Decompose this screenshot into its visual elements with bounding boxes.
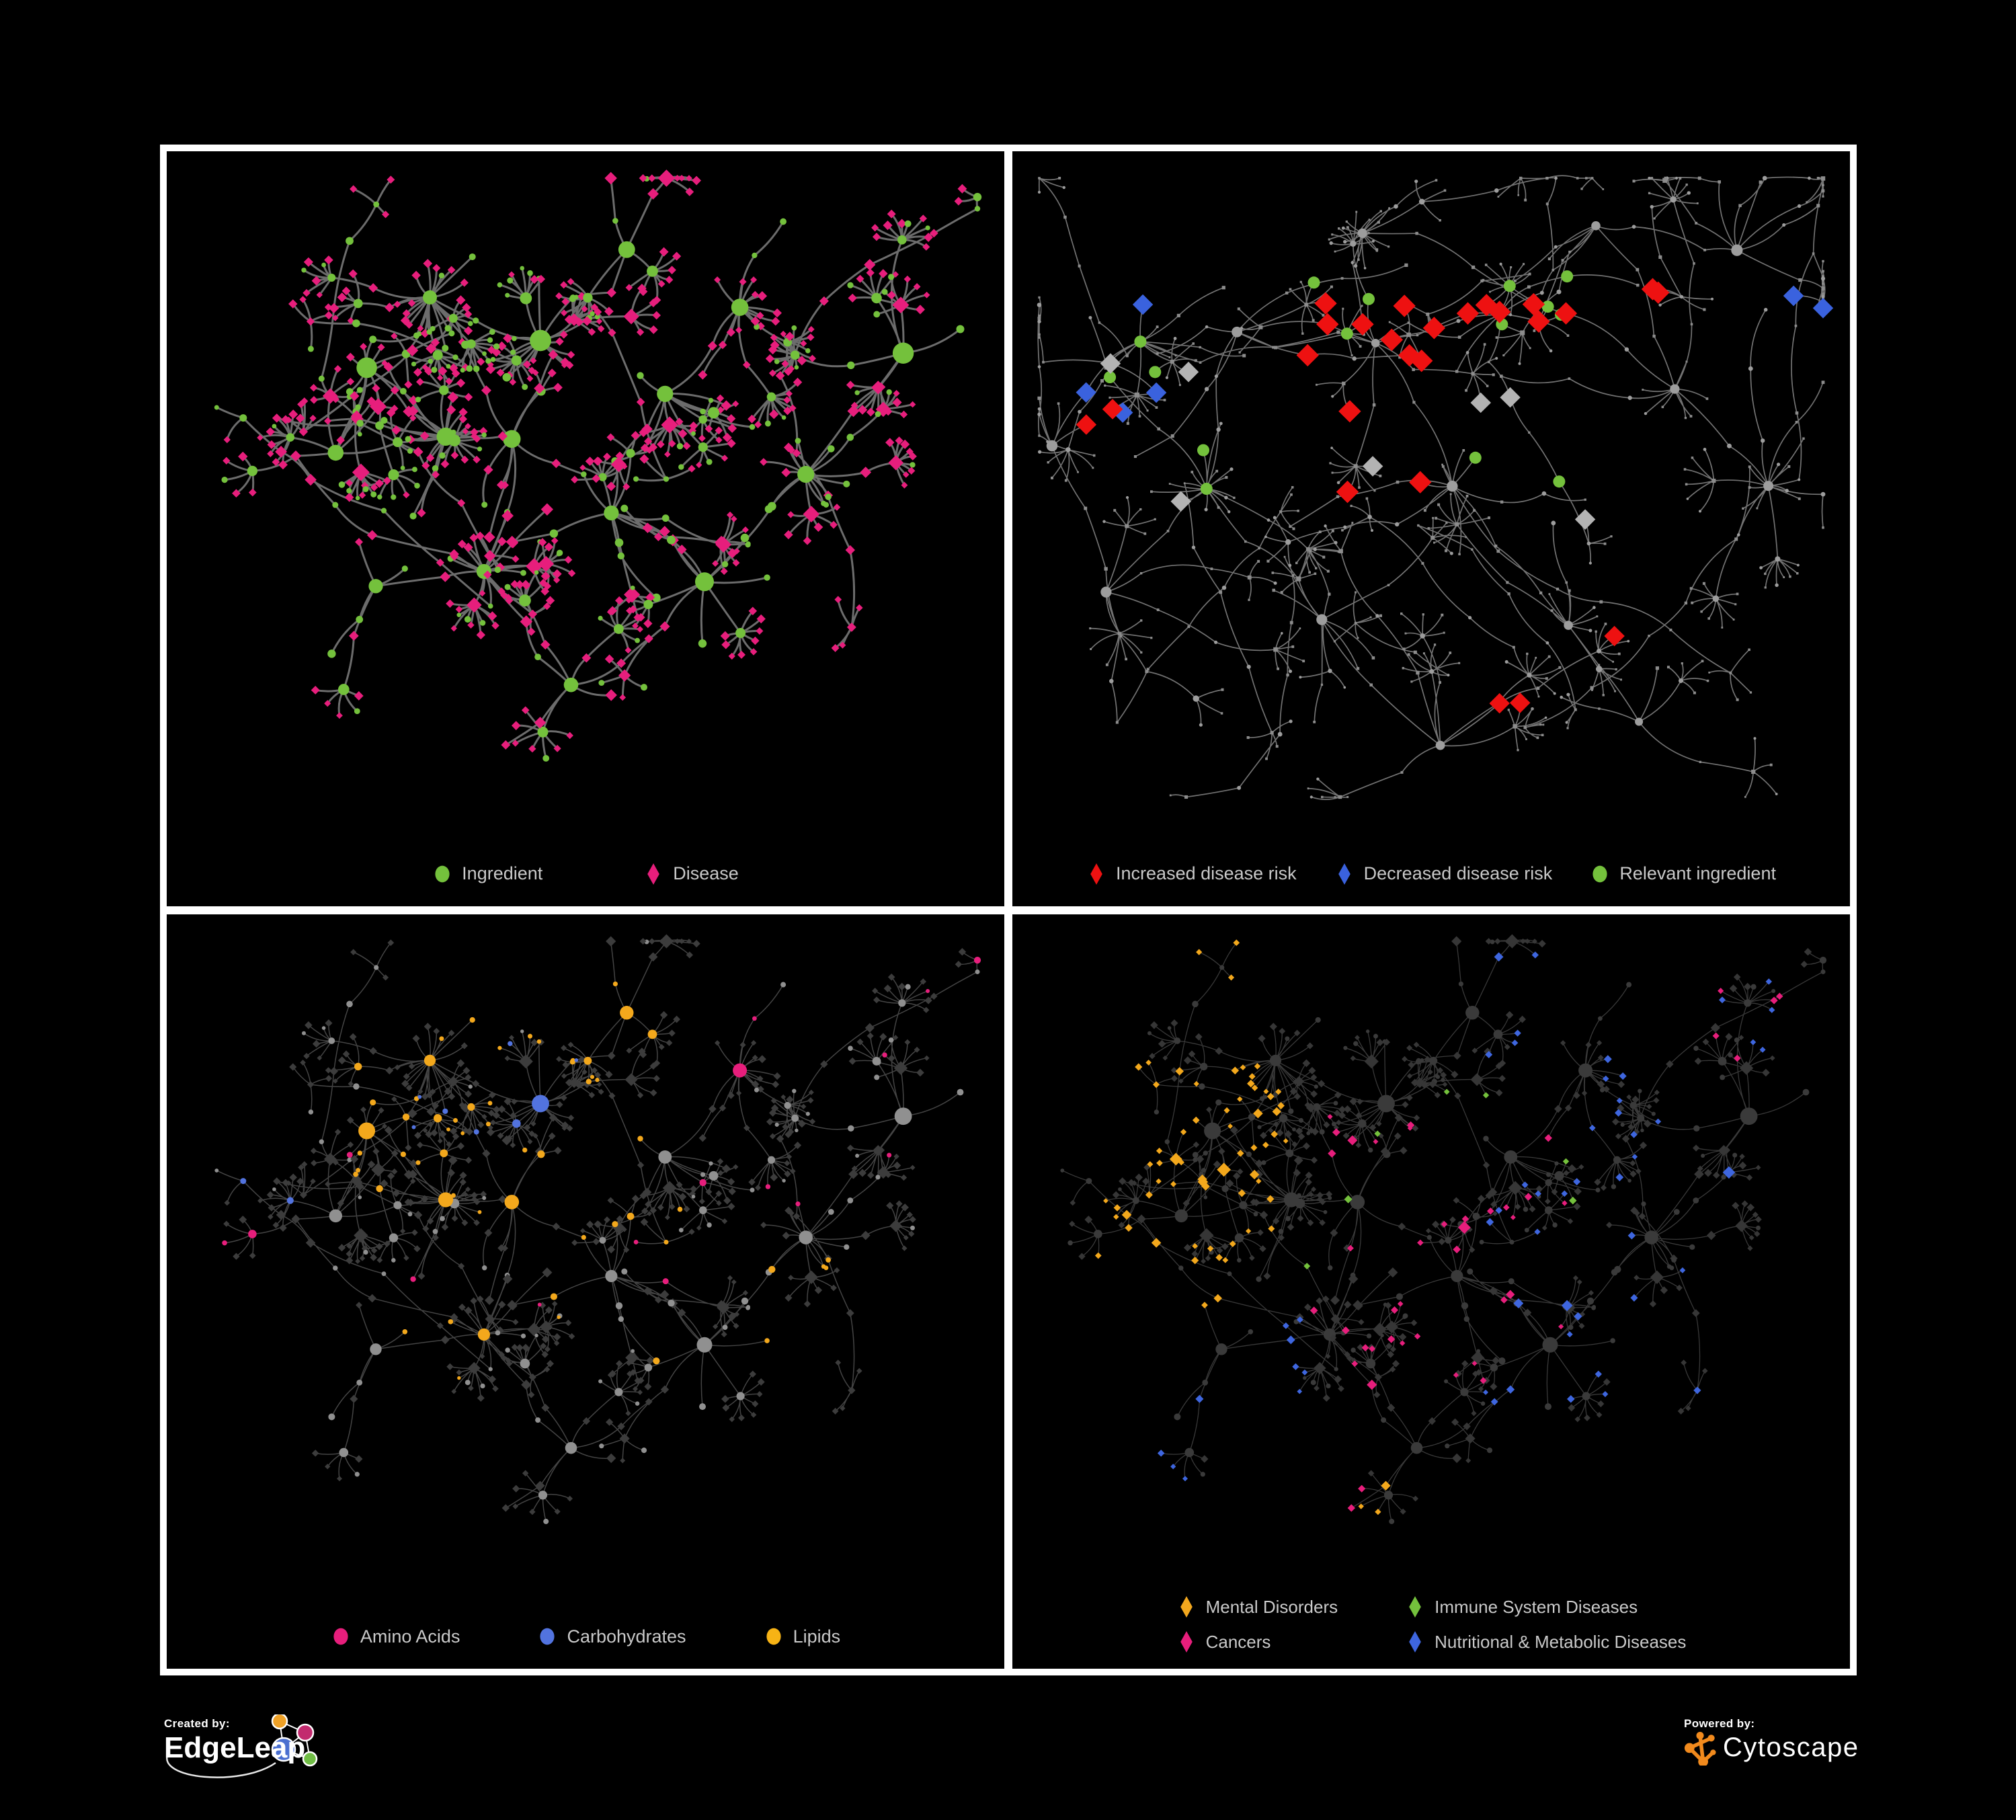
cytoscape-wordmark: Cytoscape xyxy=(1723,1732,1859,1762)
legend-label: Cancers xyxy=(1205,1631,1271,1652)
legend-label: Decreased disease risk xyxy=(1363,863,1553,883)
legend-diamond-marker-icon xyxy=(1180,1596,1193,1618)
legend-item: Amino Acids xyxy=(331,1624,460,1649)
edgeleap-node-blue xyxy=(271,1737,296,1762)
legend-label: Carbohydrates xyxy=(567,1626,686,1647)
legend-label: Mental Disorders xyxy=(1205,1596,1338,1617)
legend-item: Ingredient xyxy=(432,862,542,886)
legend-disease-categories: Mental Disorders Immune System Diseases Ca… xyxy=(1012,1595,1850,1654)
edgeleap-node-magenta xyxy=(296,1723,315,1742)
cytoscape-icon-nodes xyxy=(1684,1731,1716,1766)
legend-label: Increased disease risk xyxy=(1116,863,1297,883)
legend-item: Nutritional & Metabolic Diseases xyxy=(1405,1630,1686,1654)
edgeleap-swoosh xyxy=(166,1753,276,1778)
edgeleap-node-orange xyxy=(271,1714,288,1730)
legend-item: Disease xyxy=(643,862,739,886)
legend-item: Immune System Diseases xyxy=(1405,1595,1686,1619)
legend-ingredient-disease: Ingredient Disease xyxy=(167,862,1004,886)
edgeleap-node-green xyxy=(302,1751,318,1767)
panel-disease-categories: Mental Disorders Immune System Diseases Ca… xyxy=(1012,914,1850,1669)
legend-circle-marker-icon xyxy=(333,1628,348,1645)
legend-label: Ingredient xyxy=(462,863,543,883)
legend-item: Mental Disorders xyxy=(1176,1595,1338,1619)
edgeleap-logo: EdgeLeap xyxy=(164,1714,318,1778)
legend-macronutrient-categories: Amino Acids Carbohydrates Lipids xyxy=(167,1624,1004,1649)
panel-disease-risk: Increased disease risk Decreased disease … xyxy=(1012,151,1850,906)
panel-ingredient-disease: Ingredient Disease xyxy=(167,151,1004,906)
legend-item: Increased disease risk xyxy=(1086,862,1297,886)
legend-diamond-marker-icon xyxy=(647,863,660,885)
panel-grid-frame: Ingredient Disease Increased disease risk… xyxy=(160,145,1857,1675)
legend-diamond-marker-icon xyxy=(1338,863,1350,885)
legend-item: Lipids xyxy=(764,1624,841,1649)
legend-label: Lipids xyxy=(793,1626,841,1647)
legend-diamond-marker-icon xyxy=(1090,863,1102,885)
network-disease-risk xyxy=(1037,175,1834,800)
network-ingredient-disease xyxy=(214,169,982,762)
legend-label: Immune System Diseases xyxy=(1435,1596,1638,1617)
created-by-label: Created by: xyxy=(164,1717,230,1730)
legend-disease-risk: Increased disease risk Decreased disease … xyxy=(1012,862,1850,886)
legend-diamond-marker-icon xyxy=(1409,1596,1421,1618)
legend-label: Nutritional & Metabolic Diseases xyxy=(1435,1631,1687,1652)
credit-left: Created by: EdgeLeap xyxy=(161,1713,363,1801)
panel-macronutrient-categories: Amino Acids Carbohydrates Lipids xyxy=(167,914,1004,1669)
legend-diamond-marker-icon xyxy=(1409,1631,1421,1653)
legend-item: Cancers xyxy=(1176,1630,1338,1654)
legend-circle-marker-icon xyxy=(766,1628,781,1645)
legend-item: Decreased disease risk xyxy=(1334,862,1553,886)
edgeleap-wordmark: EdgeLeap xyxy=(164,1731,305,1764)
legend-label: Relevant ingredient xyxy=(1619,863,1776,883)
network-disease-categories xyxy=(1060,934,1827,1524)
legend-item: Relevant ingredient xyxy=(1590,862,1776,886)
cytoscape-logo-icon xyxy=(1684,1731,1716,1766)
legend-item: Carbohydrates xyxy=(537,1624,686,1649)
legend-diamond-marker-icon xyxy=(1180,1631,1193,1653)
legend-circle-marker-icon xyxy=(540,1628,555,1645)
powered-by-label: Powered by: xyxy=(1684,1717,1755,1730)
network-macronutrient-categories xyxy=(214,934,981,1524)
credit-right: Powered by: Cytoscape xyxy=(1684,1713,1899,1794)
legend-circle-marker-icon xyxy=(435,865,450,882)
legend-circle-marker-icon xyxy=(1592,865,1607,882)
legend-label: Disease xyxy=(673,863,739,883)
legend-label: Amino Acids xyxy=(360,1626,460,1647)
